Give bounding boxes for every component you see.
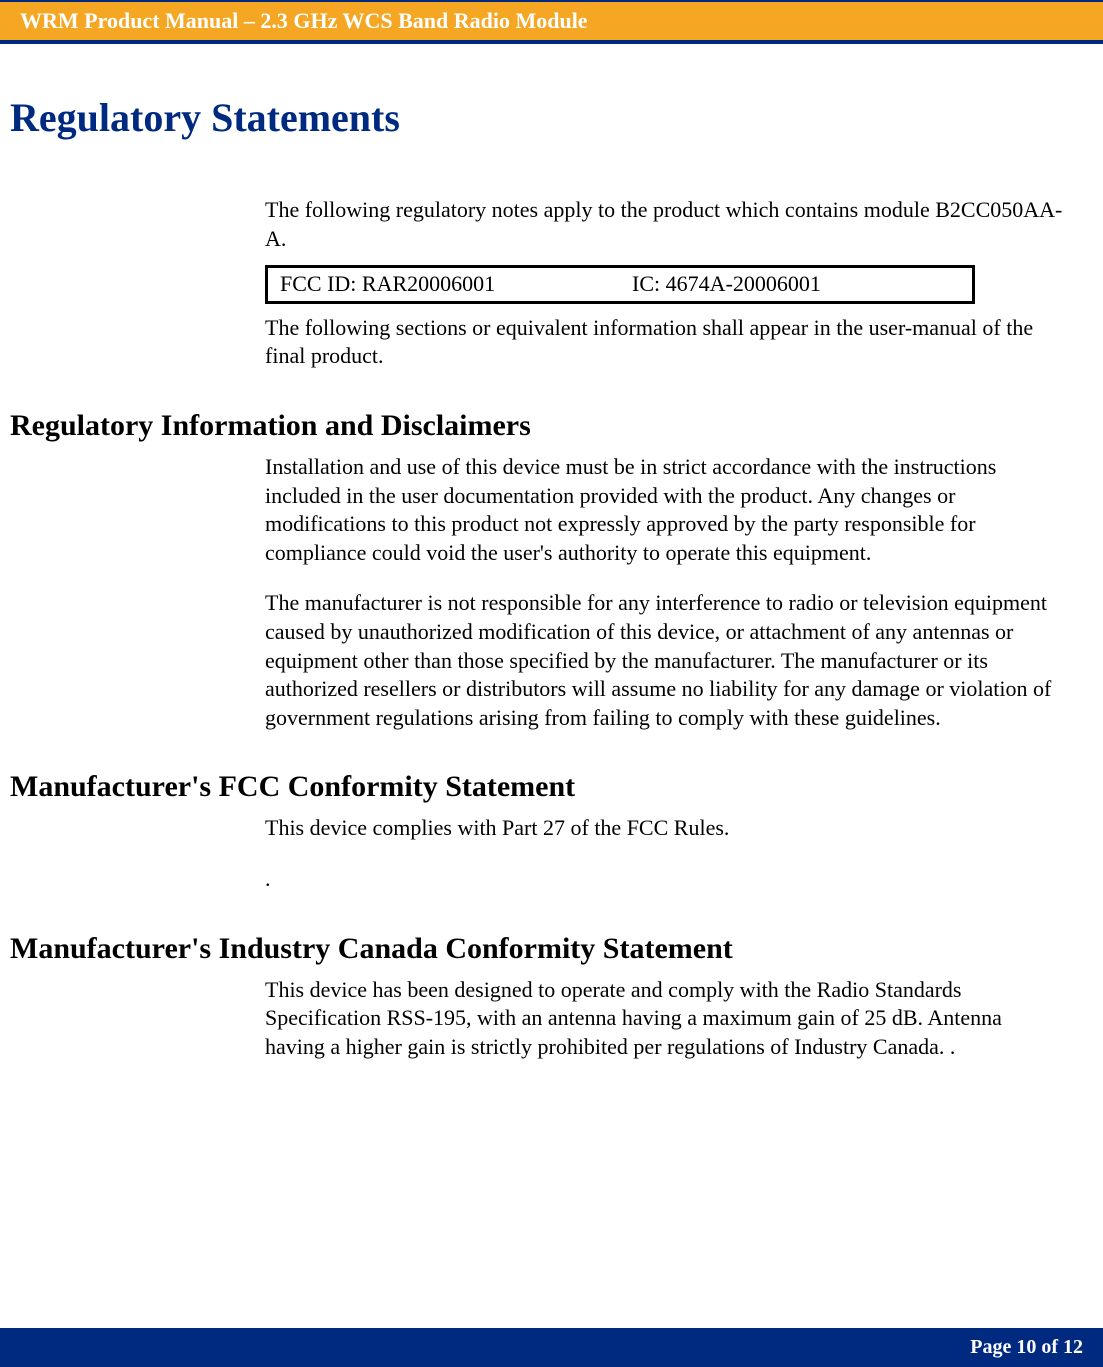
disclaimers-paragraph-2: The manufacturer is not responsible for … (265, 589, 1063, 732)
regulatory-id-table: FCC ID: RAR20006001 IC: 4674A-20006001 (265, 265, 975, 304)
page-title: Regulatory Statements (10, 94, 1073, 141)
page-content: Regulatory Statements The following regu… (0, 44, 1103, 1061)
ic-id-cell: IC: 4674A-20006001 (620, 267, 974, 303)
document-footer: Page 10 of 12 (0, 1328, 1103, 1367)
fcc-block: This device complies with Part 27 of the… (265, 814, 1063, 893)
intro-paragraph-1: The following regulatory notes apply to … (265, 196, 1063, 253)
fcc-paragraph-1: This device complies with Part 27 of the… (265, 814, 1063, 843)
table-row: FCC ID: RAR20006001 IC: 4674A-20006001 (267, 267, 974, 303)
ic-paragraph-1: This device has been designed to operate… (265, 976, 1063, 1062)
document-header: WRM Product Manual – 2.3 GHz WCS Band Ra… (0, 0, 1103, 44)
disclaimers-block: Installation and use of this device must… (265, 453, 1063, 732)
section-heading-ic: Manufacturer's Industry Canada Conformit… (10, 932, 1073, 966)
intro-block: The following regulatory notes apply to … (265, 196, 1063, 371)
intro-paragraph-2: The following sections or equivalent inf… (265, 314, 1063, 371)
section-heading-disclaimers: Regulatory Information and Disclaimers (10, 409, 1073, 443)
disclaimers-paragraph-1: Installation and use of this device must… (265, 453, 1063, 567)
section-heading-fcc: Manufacturer's FCC Conformity Statement (10, 770, 1073, 804)
fcc-paragraph-2: . (265, 865, 1063, 894)
header-text: WRM Product Manual – 2.3 GHz WCS Band Ra… (20, 8, 588, 33)
ic-block: This device has been designed to operate… (265, 976, 1063, 1062)
fcc-id-cell: FCC ID: RAR20006001 (267, 267, 621, 303)
page-number: Page 10 of 12 (970, 1336, 1083, 1358)
